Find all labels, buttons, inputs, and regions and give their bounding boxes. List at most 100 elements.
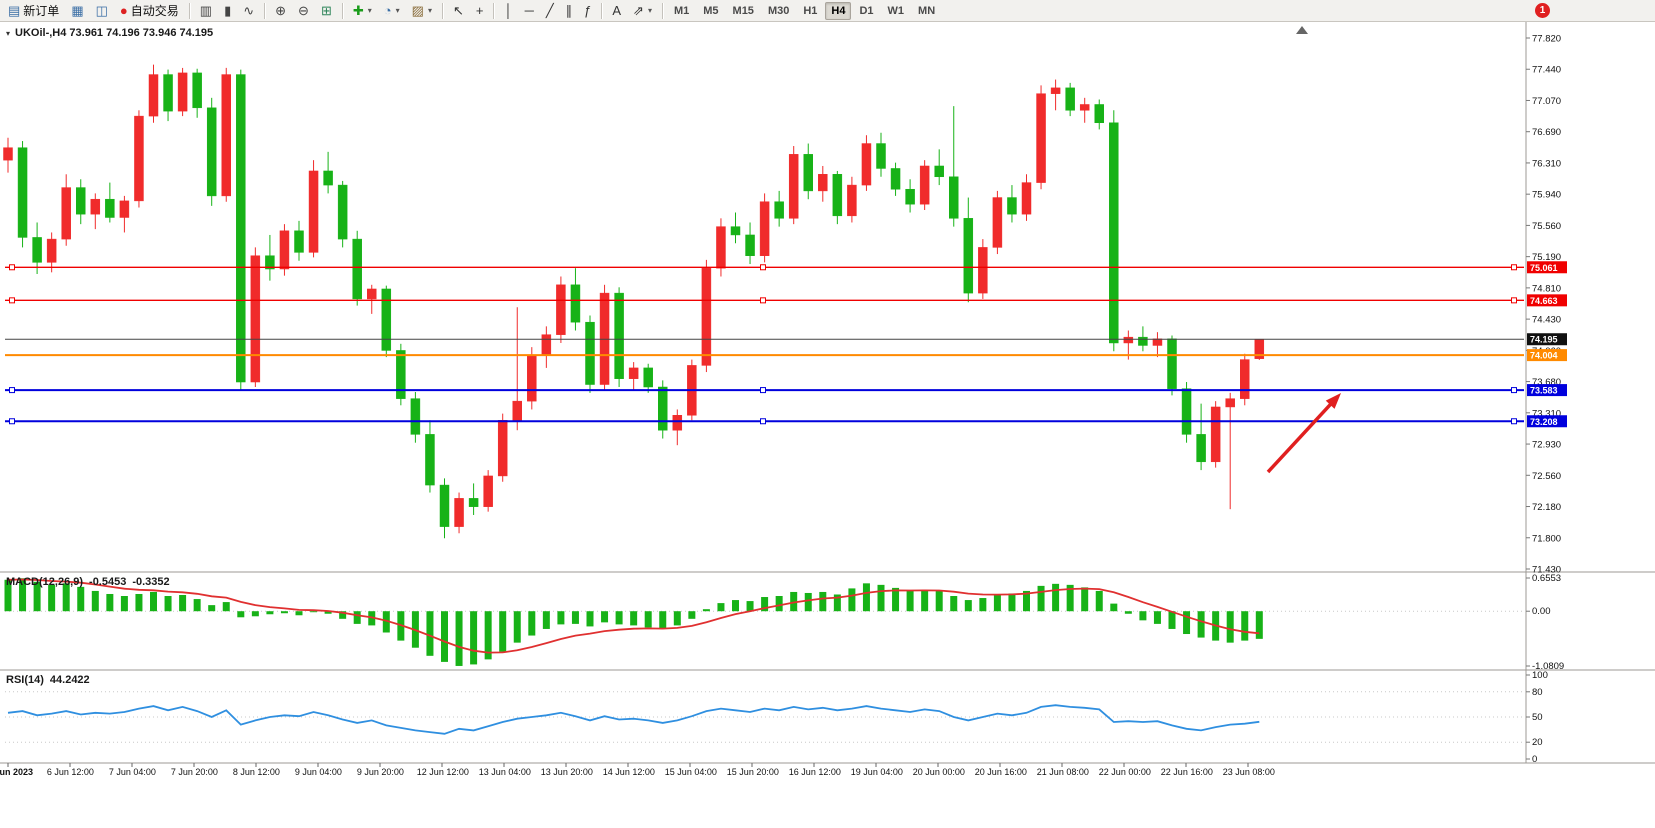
timeframe-w1-button[interactable]: W1 <box>887 4 905 17</box>
rsi-label: RSI(14) 44.2422 <box>6 674 90 686</box>
svg-text:72.930: 72.930 <box>1532 440 1561 451</box>
horizontal-line-objects: 75.061 74.663 74.004 73.583 73.208 74.195 <box>5 261 1567 428</box>
new-order-button-label: 新订单 <box>23 4 60 18</box>
svg-text:22 Jun 16:00: 22 Jun 16:00 <box>1161 767 1213 777</box>
toolbar-separator <box>493 2 495 19</box>
timeframe-m30-button[interactable]: M30 <box>767 4 790 17</box>
rsi-pane: 100 80 50 20 0 <box>5 670 1548 765</box>
symbol-dropdown-icon[interactable]: ▾ <box>6 28 11 38</box>
svg-text:75.061: 75.061 <box>1530 263 1558 273</box>
new-order-button[interactable]: ▤ 新订单 <box>3 0 64 21</box>
tile-windows-icon: ⊞ <box>320 3 332 18</box>
svg-text:15 Jun 04:00: 15 Jun 04:00 <box>665 767 717 777</box>
market-watch-icon: ▦ <box>71 3 84 18</box>
svg-text:73.583: 73.583 <box>1530 386 1558 396</box>
zoom-out-button[interactable]: ⊖ <box>293 0 314 21</box>
timeframe-d1-button[interactable]: D1 <box>859 4 874 17</box>
data-window-icon: ◫ <box>95 3 108 18</box>
svg-text:76.310: 76.310 <box>1532 158 1561 169</box>
timeframe-h1-button[interactable]: H1 <box>803 4 818 17</box>
indicators-plus-icon: ✚ <box>352 3 364 18</box>
svg-text:74.195: 74.195 <box>1530 335 1558 345</box>
periods-button[interactable]: ◔ ▾ <box>379 0 405 21</box>
trendline-icon: ╱ <box>545 3 554 18</box>
macd-label: MACD(12,26,9) -0.5453 -0.3352 <box>6 576 170 588</box>
market-watch-button[interactable]: ▦ <box>66 0 88 21</box>
auto-trading-button-label: 自动交易 <box>130 4 179 18</box>
time-axis: 5 Jun 2023 6 Jun 12:00 7 Jun 04:00 7 Jun 20… <box>0 763 1275 777</box>
candlestick-chart-button[interactable]: ▮ <box>219 0 236 21</box>
fibonacci-button[interactable]: ƒ <box>579 0 596 21</box>
svg-text:73.680: 73.680 <box>1532 377 1561 388</box>
candlestick-icon: ▮ <box>224 3 232 18</box>
main-toolbar: ▤ 新订单 ▦ ◫ ● 自动交易 ▥ ▮ ∿ ⊕ ⊖ ⊞ ✚ ▾ ◔ ▾ ▨ ▾ ↖ + │ ─ ╱ ∥ ƒ A ⇗ ▾ M1 M5 M15… <box>0 0 1655 22</box>
svg-text:74.810: 74.810 <box>1532 283 1561 294</box>
dropdown-caret-icon: ▾ <box>427 6 432 15</box>
svg-text:71.800: 71.800 <box>1532 533 1561 544</box>
cursor-icon: ↖ <box>452 3 464 18</box>
svg-text:75.940: 75.940 <box>1532 190 1561 201</box>
timeframe-h4-button[interactable]: H4 <box>825 1 852 20</box>
zoom-in-button[interactable]: ⊕ <box>270 0 291 21</box>
svg-text:20 Jun 00:00: 20 Jun 00:00 <box>913 767 965 777</box>
macd-main-value: -0.5453 <box>89 576 127 588</box>
tile-windows-button[interactable]: ⊞ <box>316 0 337 21</box>
bar-chart-button[interactable]: ▥ <box>195 0 217 21</box>
svg-text:72.560: 72.560 <box>1532 471 1561 482</box>
svg-text:14 Jun 12:00: 14 Jun 12:00 <box>603 767 655 777</box>
data-window-button[interactable]: ◫ <box>91 0 113 21</box>
trendline-button[interactable]: ╱ <box>541 0 559 21</box>
text-label-icon: A <box>612 3 622 18</box>
timeframe-m5-button[interactable]: M5 <box>703 4 719 17</box>
svg-text:23 Jun 08:00: 23 Jun 08:00 <box>1223 767 1275 777</box>
svg-text:13 Jun 20:00: 13 Jun 20:00 <box>541 767 593 777</box>
vertical-line-icon: │ <box>504 3 513 18</box>
channel-icon: ∥ <box>565 3 573 18</box>
crosshair-button[interactable]: + <box>471 0 489 21</box>
horizontal-line-button[interactable]: ─ <box>520 0 539 21</box>
svg-text:0.00: 0.00 <box>1532 606 1551 617</box>
svg-text:74.004: 74.004 <box>1530 351 1558 361</box>
arrow-annotation <box>1266 393 1341 474</box>
fibonacci-icon: ƒ <box>584 3 592 18</box>
candles <box>3 64 1265 539</box>
toolbar-separator <box>188 2 190 19</box>
indicators-button[interactable]: ✚ ▾ <box>348 0 377 21</box>
svg-text:77.820: 77.820 <box>1532 34 1561 45</box>
macd-signal-line <box>7 578 1260 654</box>
svg-text:9 Jun 04:00: 9 Jun 04:00 <box>295 767 342 777</box>
auto-trading-button[interactable]: ● 自动交易 <box>115 0 184 21</box>
svg-text:74.663: 74.663 <box>1530 296 1558 306</box>
svg-text:6 Jun 12:00: 6 Jun 12:00 <box>47 767 94 777</box>
chart-window: 77.820 77.440 77.070 76.690 76.310 75.940 75.5… <box>0 22 1655 828</box>
horizontal-line-icon: ─ <box>524 3 534 18</box>
vertical-line-button[interactable]: │ <box>499 0 517 21</box>
dropdown-caret-icon: ▾ <box>367 6 372 15</box>
timeframe-mn-button[interactable]: MN <box>918 4 936 17</box>
svg-text:20 Jun 16:00: 20 Jun 16:00 <box>975 767 1027 777</box>
line-chart-icon: ∿ <box>243 3 255 18</box>
chart-title: ▾ UKOil-,H4 73.961 74.196 73.946 74.195 <box>6 27 213 39</box>
notification-badge[interactable]: 1 <box>1535 3 1550 18</box>
text-button[interactable]: A <box>607 0 626 21</box>
svg-text:50: 50 <box>1532 712 1543 723</box>
channel-button[interactable]: ∥ <box>561 0 578 21</box>
svg-text:75.190: 75.190 <box>1532 252 1561 263</box>
toolbar-items: ▤ 新订单 ▦ ◫ ● 自动交易 ▥ ▮ ∿ ⊕ ⊖ ⊞ ✚ ▾ ◔ ▾ ▨ ▾ ↖ + │ ─ ╱ ∥ ƒ A ⇗ ▾ M1 M5 M15… <box>0 0 942 21</box>
chart-canvas[interactable]: 77.820 77.440 77.070 76.690 76.310 75.940 75.5… <box>0 22 1655 828</box>
svg-text:19 Jun 04:00: 19 Jun 04:00 <box>851 767 903 777</box>
macd-signal-value: -0.3352 <box>132 576 170 588</box>
dropdown-caret-icon: ▾ <box>395 6 400 15</box>
cursor-button[interactable]: ↖ <box>448 0 469 21</box>
svg-text:8 Jun 12:00: 8 Jun 12:00 <box>233 767 280 777</box>
line-chart-button[interactable]: ∿ <box>238 0 259 21</box>
timeframe-m1-button[interactable]: M1 <box>673 4 690 17</box>
timeframe-m15-button[interactable]: M15 <box>732 4 754 17</box>
toolbar-separator <box>441 2 443 19</box>
clock-icon: ◔ <box>383 3 392 18</box>
svg-text:15 Jun 20:00: 15 Jun 20:00 <box>727 767 779 777</box>
arrows-button[interactable]: ⇗ ▾ <box>628 0 657 21</box>
svg-text:71.430: 71.430 <box>1532 565 1561 576</box>
svg-text:100: 100 <box>1532 670 1548 681</box>
templates-button[interactable]: ▨ ▾ <box>407 0 437 21</box>
